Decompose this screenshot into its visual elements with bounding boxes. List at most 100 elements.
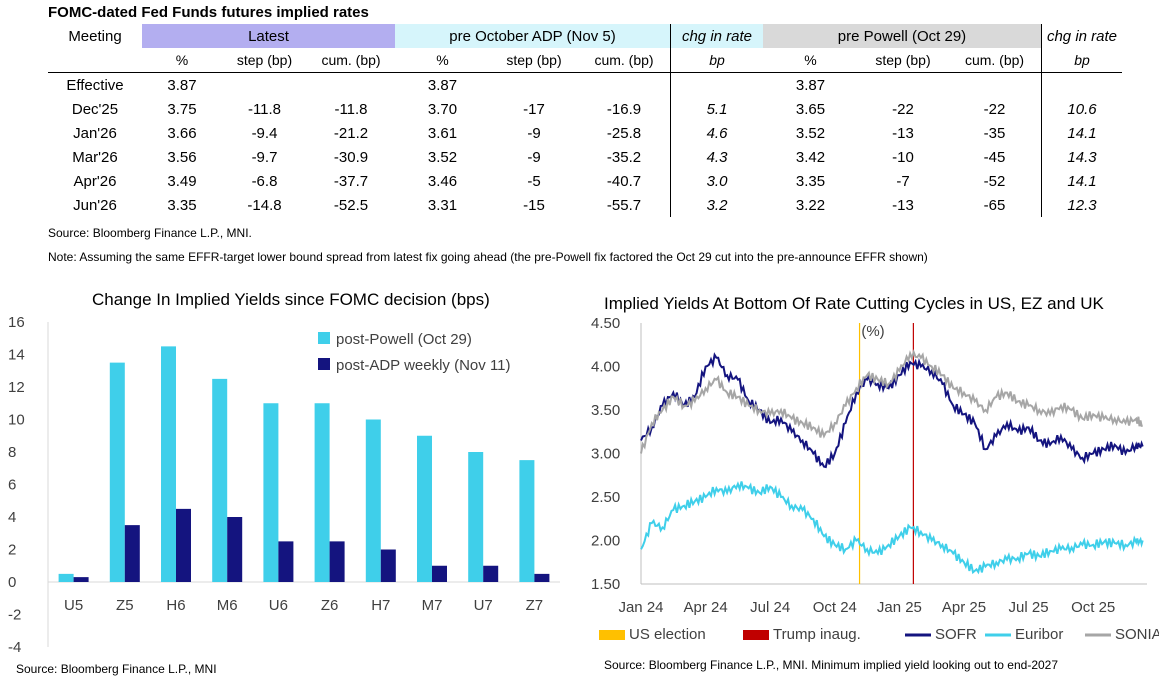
cell-a-cum: -16.9 bbox=[606, 100, 642, 118]
cell-a-step: -5 bbox=[527, 172, 541, 190]
cell-p-step bbox=[858, 73, 948, 98]
x-tick-label: M6 bbox=[217, 597, 238, 614]
chg-in-rate-header-1: chg in rate bbox=[670, 24, 763, 48]
table-row: Effective 3.87 3.87 3.87 bbox=[48, 72, 1122, 98]
cell-l-pct: 3.87 bbox=[167, 76, 197, 94]
col-step: step (bp) bbox=[858, 48, 948, 73]
cell-l-pct: 3.66 bbox=[167, 124, 197, 142]
bar-post-adp-U5 bbox=[73, 577, 89, 582]
bar-post-powell-Z6 bbox=[314, 403, 330, 582]
y-tick-label: 0 bbox=[8, 574, 16, 591]
series-line-euribor bbox=[640, 481, 1144, 575]
y-tick-label: 2.50 bbox=[591, 489, 620, 506]
cell-p-pct: 3.35 bbox=[795, 172, 826, 190]
table-row: Jun'26 3.35 -14.8 -52.5 3.31 -15 -55.7 3.2 3.22 -… bbox=[48, 193, 1122, 217]
table-note: Note: Assuming the same EFFR-target lowe… bbox=[48, 250, 928, 264]
pre-powell-header: pre Powell (Oct 29) bbox=[763, 24, 1042, 48]
cell-meeting: Dec'25 bbox=[71, 100, 119, 118]
bar-post-adp-U7 bbox=[483, 565, 499, 582]
cell-a-pct: 3.61 bbox=[427, 124, 458, 142]
legend-label: US election bbox=[629, 626, 706, 643]
cell-p-pct: 3.65 bbox=[795, 100, 826, 118]
cell-a-step bbox=[490, 73, 578, 98]
meeting-header: Meeting bbox=[68, 27, 122, 45]
bar-chart-title: Change In Implied Yields since FOMC deci… bbox=[92, 290, 490, 309]
latest-header: Latest bbox=[142, 24, 395, 48]
cell-p-step: -13 bbox=[892, 196, 914, 214]
legend-label: post-ADP weekly (Nov 11) bbox=[336, 357, 511, 374]
table-row: Jan'26 3.66 -9.4 -21.2 3.61 -9 -25.8 4.6 3.52 -13… bbox=[48, 121, 1122, 145]
cell-l-step: -6.8 bbox=[251, 172, 278, 190]
cell-a-pct: 3.52 bbox=[427, 148, 458, 166]
y-tick-label: 8 bbox=[8, 444, 16, 461]
legend-label: SONIA bbox=[1115, 626, 1159, 643]
y-tick-label: 2 bbox=[8, 542, 16, 559]
cell-meeting: Jan'26 bbox=[73, 124, 117, 142]
x-tick-label: Z7 bbox=[526, 597, 544, 614]
x-tick-label: H7 bbox=[371, 597, 390, 614]
x-tick-label: U5 bbox=[64, 597, 83, 614]
cell-a-cum bbox=[578, 73, 671, 98]
cell-l-step: -14.8 bbox=[247, 196, 282, 214]
y-tick-label: 3.50 bbox=[591, 402, 620, 419]
col-step: step (bp) bbox=[222, 48, 307, 73]
x-tick-label: Jul 24 bbox=[750, 599, 790, 616]
bar-post-adp-M7 bbox=[432, 565, 447, 582]
x-tick-label: Jul 25 bbox=[1009, 599, 1049, 616]
table-row: Mar'26 3.56 -9.7 -30.9 3.52 -9 -35.2 4.3 3.42 -10… bbox=[48, 145, 1122, 169]
col-cum: cum. (bp) bbox=[578, 48, 671, 73]
col-bp: bp bbox=[670, 48, 763, 73]
cell-meeting: Effective bbox=[66, 76, 124, 94]
bar-post-powell-H6 bbox=[161, 346, 176, 582]
y-tick-label: 2.00 bbox=[591, 533, 620, 550]
chg-in-rate-header-2: chg in rate bbox=[1041, 24, 1122, 48]
x-tick-label: Apr 24 bbox=[683, 599, 727, 616]
cell-chg1: 5.1 bbox=[670, 97, 763, 121]
cell-l-pct: 3.49 bbox=[167, 172, 197, 190]
table-source: Source: Bloomberg Finance L.P., MNI. bbox=[48, 226, 252, 240]
x-tick-label: Oct 24 bbox=[813, 599, 857, 616]
table-row: Dec'25 3.75 -11.8 -11.8 3.70 -17 -16.9 5.1 3.65 -… bbox=[48, 97, 1122, 121]
cell-l-cum: -21.2 bbox=[333, 124, 369, 142]
col-cum: cum. (bp) bbox=[948, 48, 1042, 73]
cell-l-step bbox=[222, 73, 307, 98]
cell-a-step: -9 bbox=[527, 124, 541, 142]
table-title: FOMC-dated Fed Funds futures implied rat… bbox=[48, 4, 369, 21]
cell-l-cum bbox=[307, 73, 395, 98]
cell-chg1: 3.0 bbox=[670, 169, 763, 193]
x-tick-label: U7 bbox=[474, 597, 493, 614]
cell-p-cum bbox=[948, 73, 1042, 98]
bar-post-adp-Z7 bbox=[534, 573, 550, 582]
cell-p-step: -7 bbox=[896, 172, 910, 190]
bar-post-powell-U7 bbox=[468, 452, 484, 582]
cell-p-cum: -65 bbox=[983, 196, 1006, 214]
x-tick-label: U6 bbox=[269, 597, 288, 614]
cell-p-pct: 3.52 bbox=[795, 124, 826, 142]
cell-p-cum: -52 bbox=[983, 172, 1006, 190]
x-tick-label: Z5 bbox=[116, 597, 134, 614]
bar-post-powell-Z5 bbox=[109, 362, 125, 582]
cell-p-step: -22 bbox=[892, 100, 914, 118]
rates-table: Meeting Latest pre October ADP (Nov 5) c… bbox=[48, 24, 1122, 217]
cell-p-pct: 3.22 bbox=[795, 196, 826, 214]
y-tick-label: 16 bbox=[8, 314, 25, 331]
y-tick-label: 4.50 bbox=[591, 315, 620, 332]
bar-chart: -4 -2 0 2 4 6 8 10 12 14 16 U5 Z5 H6 M6 U6 Z6 H7 M7 U7 Z7 pos… bbox=[8, 314, 560, 655]
col-pct: % bbox=[395, 48, 490, 73]
bar-post-adp-H6 bbox=[176, 508, 191, 582]
cell-l-pct: 3.56 bbox=[167, 148, 197, 166]
series-line-sonia bbox=[640, 349, 1143, 454]
cell-a-step: -15 bbox=[523, 196, 545, 214]
cell-p-step: -10 bbox=[892, 148, 914, 166]
bar-post-powell-M7 bbox=[417, 435, 432, 582]
cell-chg2: 14.1 bbox=[1041, 169, 1122, 193]
cell-l-cum: -37.7 bbox=[333, 172, 369, 190]
cell-l-cum: -30.9 bbox=[333, 148, 369, 166]
y-tick-label: 3.00 bbox=[591, 446, 620, 463]
x-tick-label: Apr 25 bbox=[942, 599, 986, 616]
line-chart: 1.50 2.00 2.50 3.00 3.50 4.00 4.50 (%) Jan 24 Apr… bbox=[591, 315, 1159, 643]
cell-l-pct: 3.35 bbox=[167, 196, 197, 214]
cell-meeting: Jun'26 bbox=[73, 196, 117, 214]
legend-swatch-0 bbox=[318, 332, 330, 344]
cell-chg2: 14.3 bbox=[1041, 145, 1122, 169]
